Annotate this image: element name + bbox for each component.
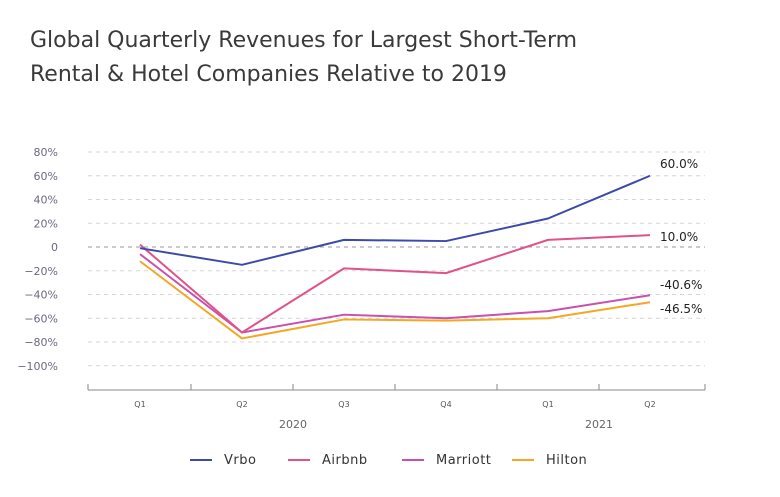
end-value-label: 60.0% [660,157,698,171]
chart-title: Global Quarterly Revenues for Largest Sh… [30,24,630,92]
legend-label: Hilton [546,452,588,468]
y-tick-label: −40% [24,289,58,302]
series-line-hilton [139,260,651,340]
y-tick-label: 40% [34,194,58,207]
x-tick-label: Q3 [338,400,349,409]
x-tick-label: Q1 [542,400,553,409]
legend-item-vrbo: Vrbo [190,450,256,470]
x-tick-label: Q1 [134,400,145,409]
legend-swatch [402,459,424,461]
chart-legend: Vrbo Airbnb Marriott Hilton [0,450,780,470]
legend-label: Airbnb [322,452,368,468]
end-value-label: -40.6% [660,278,702,292]
chart-title-line-1: Global Quarterly Revenues for Largest Sh… [30,28,578,53]
x-tick-label: Q2 [644,400,655,409]
y-tick-label: 80% [34,146,58,159]
y-tick-label: 20% [34,217,58,230]
chart-title-line-2: Rental & Hotel Companies Relative to 201… [30,62,507,87]
legend-item-hilton: Hilton [512,450,587,470]
y-tick-label: −100% [17,360,58,373]
y-tick-label: −60% [24,312,58,325]
end-value-label: -46.5% [660,302,702,316]
series-line-marriott [139,253,651,334]
legend-swatch [288,459,310,461]
y-tick-label: −20% [24,265,58,278]
series-line-vrbo [139,174,651,266]
legend-swatch [190,459,212,461]
legend-item-marriott: Marriott [402,450,491,470]
y-tick-label: 60% [34,170,58,183]
legend-swatch [512,459,534,461]
series-line-airbnb [139,234,651,334]
y-tick-label: 0 [51,241,58,254]
legend-item-airbnb: Airbnb [288,450,368,470]
x-tick-label: Q2 [236,400,247,409]
x-group-label: 2021 [585,418,613,431]
legend-label: Marriott [436,452,492,468]
x-tick-label: Q4 [440,400,451,409]
legend-label: Vrbo [224,452,257,468]
end-value-label: 10.0% [660,230,698,244]
x-group-label: 2020 [279,418,307,431]
y-tick-label: −80% [24,336,58,349]
